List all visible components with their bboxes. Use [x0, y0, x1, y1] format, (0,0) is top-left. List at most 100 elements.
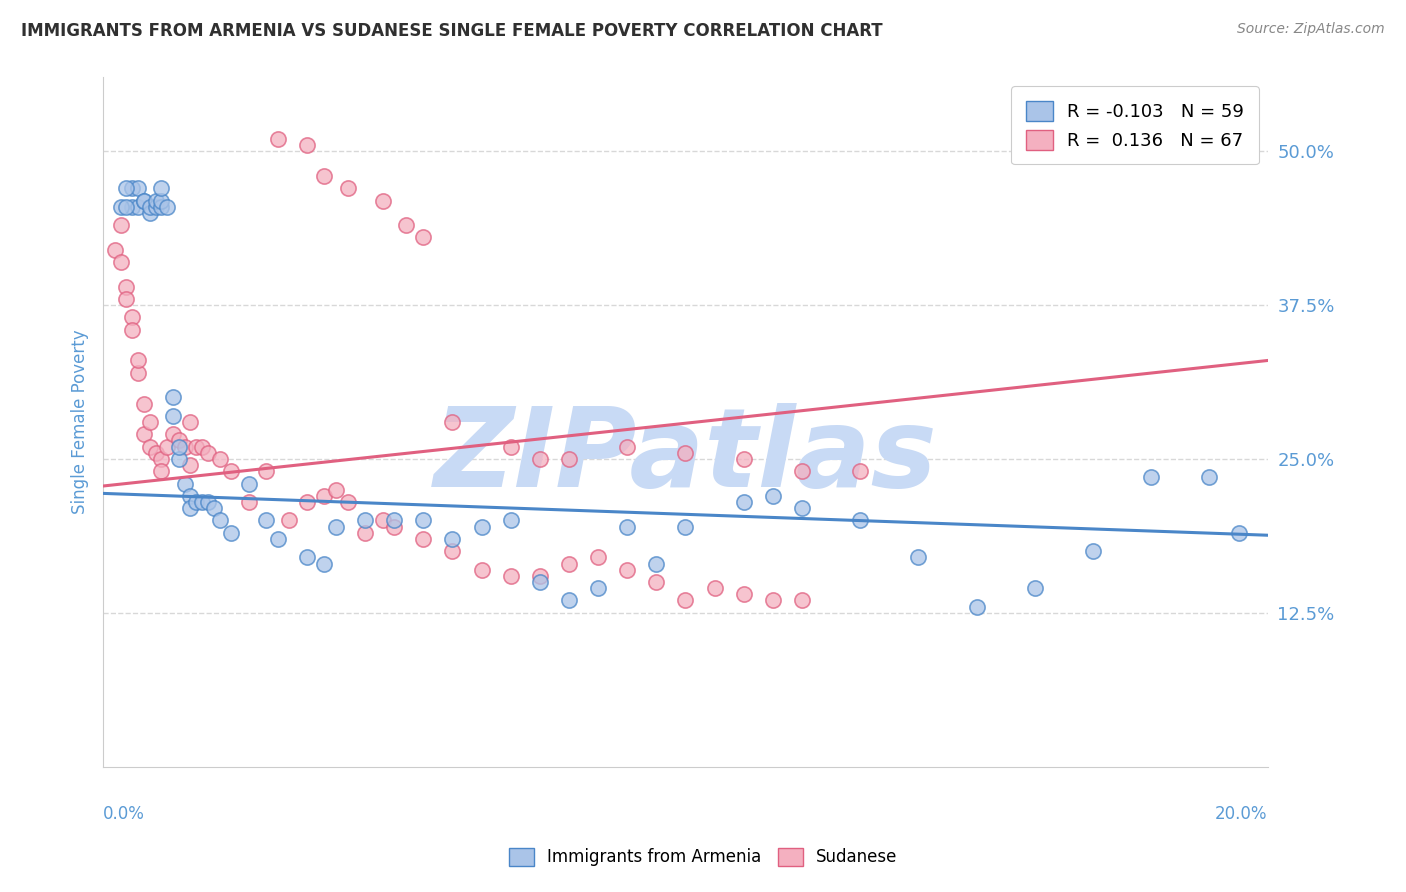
Point	[138, 200, 160, 214]
Point	[138, 206, 160, 220]
Point	[558, 593, 581, 607]
Point	[138, 415, 160, 429]
Point	[179, 458, 201, 472]
Point	[219, 464, 242, 478]
Point	[150, 181, 173, 195]
Point	[132, 194, 155, 208]
Point	[586, 581, 609, 595]
Point	[238, 495, 260, 509]
Point	[191, 440, 214, 454]
Point	[167, 440, 190, 454]
Point	[616, 519, 638, 533]
Point	[1081, 544, 1104, 558]
Point	[121, 200, 143, 214]
Point	[314, 557, 336, 571]
Point	[412, 532, 434, 546]
Point	[121, 323, 143, 337]
Text: IMMIGRANTS FROM ARMENIA VS SUDANESE SINGLE FEMALE POVERTY CORRELATION CHART: IMMIGRANTS FROM ARMENIA VS SUDANESE SING…	[21, 22, 883, 40]
Point	[208, 513, 231, 527]
Point	[1140, 470, 1163, 484]
Point	[162, 409, 184, 423]
Point	[150, 200, 173, 214]
Point	[645, 557, 668, 571]
Point	[354, 525, 377, 540]
Point	[371, 194, 394, 208]
Point	[336, 495, 359, 509]
Text: 0.0%: 0.0%	[103, 805, 145, 823]
Text: Source: ZipAtlas.com: Source: ZipAtlas.com	[1237, 22, 1385, 37]
Point	[179, 489, 201, 503]
Point	[371, 513, 394, 527]
Point	[382, 513, 405, 527]
Point	[733, 452, 755, 467]
Point	[616, 563, 638, 577]
Point	[586, 550, 609, 565]
Point	[471, 563, 494, 577]
Point	[132, 427, 155, 442]
Point	[790, 593, 813, 607]
Point	[156, 440, 179, 454]
Point	[132, 194, 155, 208]
Point	[529, 569, 551, 583]
Legend: R = -0.103   N = 59, R =  0.136   N = 67: R = -0.103 N = 59, R = 0.136 N = 67	[1011, 87, 1258, 164]
Point	[441, 544, 464, 558]
Point	[186, 495, 208, 509]
Point	[673, 519, 696, 533]
Point	[1198, 470, 1220, 484]
Point	[354, 513, 377, 527]
Point	[127, 366, 149, 380]
Point	[121, 310, 143, 325]
Point	[150, 452, 173, 467]
Point	[295, 138, 318, 153]
Point	[167, 452, 190, 467]
Point	[110, 200, 132, 214]
Point	[790, 464, 813, 478]
Point	[966, 599, 988, 614]
Point	[267, 132, 290, 146]
Point	[325, 519, 347, 533]
Point	[762, 593, 785, 607]
Point	[733, 495, 755, 509]
Point	[1227, 525, 1250, 540]
Point	[314, 489, 336, 503]
Point	[115, 292, 138, 306]
Point	[673, 593, 696, 607]
Point	[382, 519, 405, 533]
Point	[295, 550, 318, 565]
Point	[110, 218, 132, 232]
Point	[558, 452, 581, 467]
Point	[336, 181, 359, 195]
Point	[197, 495, 219, 509]
Point	[173, 440, 195, 454]
Point	[499, 440, 522, 454]
Point	[790, 501, 813, 516]
Point	[254, 464, 277, 478]
Point	[150, 194, 173, 208]
Point	[138, 440, 160, 454]
Point	[295, 495, 318, 509]
Point	[499, 513, 522, 527]
Point	[162, 427, 184, 442]
Point	[278, 513, 301, 527]
Point	[849, 464, 872, 478]
Point	[115, 200, 138, 214]
Point	[441, 532, 464, 546]
Point	[645, 574, 668, 589]
Point	[314, 169, 336, 183]
Point	[208, 452, 231, 467]
Point	[238, 476, 260, 491]
Point	[673, 446, 696, 460]
Point	[127, 181, 149, 195]
Point	[254, 513, 277, 527]
Point	[132, 396, 155, 410]
Point	[104, 243, 127, 257]
Point	[733, 587, 755, 601]
Point	[395, 218, 418, 232]
Point	[162, 391, 184, 405]
Point	[179, 415, 201, 429]
Point	[616, 440, 638, 454]
Point	[115, 279, 138, 293]
Point	[127, 200, 149, 214]
Text: ZIPatlas: ZIPatlas	[433, 403, 938, 510]
Y-axis label: Single Female Poverty: Single Female Poverty	[72, 330, 89, 515]
